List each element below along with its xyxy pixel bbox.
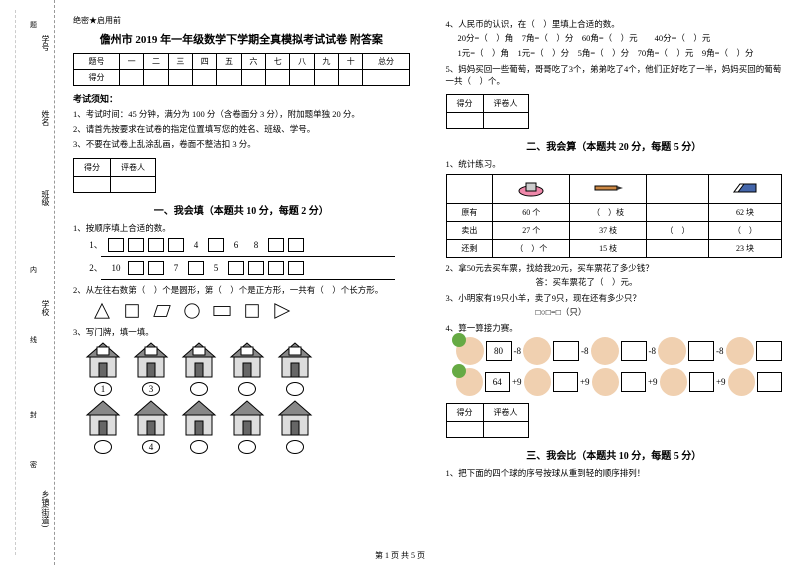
monkey-icon xyxy=(523,337,551,365)
monkey-icon xyxy=(658,337,686,365)
table-row: 还剩（ ）个15 枝23 块 xyxy=(446,239,782,257)
exam-title: 儋州市 2019 年一年级数学下学期全真模拟考试试卷 附答案 xyxy=(73,31,410,47)
monkey-icon xyxy=(728,368,755,396)
question-line: 20分=（ ）角 7角=（ ）分 60角=（ ）元 40分=（ ）元 xyxy=(458,33,783,45)
house-row xyxy=(83,341,410,379)
score-table: 题号一二三四五六七八九十总分 得分 xyxy=(73,53,410,86)
notice-item: 3、不要在试卷上乱涂乱画，卷面不整洁扣 3 分。 xyxy=(73,139,410,151)
binding-mark: 密 xyxy=(30,460,37,470)
triangle-icon xyxy=(273,302,291,320)
number-line: 1、 4 6 8 xyxy=(88,238,410,252)
house-icon xyxy=(83,399,123,437)
binding-mark: 内 xyxy=(30,265,37,275)
monkey-icon xyxy=(660,368,687,396)
question: 1、把下面的四个球的序号按球从重到轻的顺序排列！ xyxy=(446,467,783,479)
question: 4、人民币的认识，在（ ）里填上合适的数。 xyxy=(446,18,783,30)
left-column: 绝密★启用前 儋州市 2019 年一年级数学下学期全真模拟考试试卷 附答案 题号… xyxy=(55,0,428,545)
binding-mark: 封 xyxy=(30,410,37,420)
circle-icon xyxy=(183,302,201,320)
eraser-icon xyxy=(708,174,781,203)
scorer-box: 得分评卷人 xyxy=(446,403,529,438)
secrecy-mark: 绝密★启用前 xyxy=(73,15,410,26)
house-icon xyxy=(83,341,123,379)
house-icon xyxy=(227,341,267,379)
notice-item: 1、考试时间：45 分钟，满分为 100 分（含卷面分 3 分），附加题单独 2… xyxy=(73,109,410,121)
scorer-box: 得分评卷人 xyxy=(446,94,529,129)
binding-label: 学校 xyxy=(40,300,51,316)
number-line: 2、 10 7 5 xyxy=(88,261,410,275)
stats-table: 原有60 个（ ）枝62 块 卖出27 个37 枝（ ）（ ） 还剩（ ）个15… xyxy=(446,174,783,258)
table-row: 原有60 个（ ）枝62 块 xyxy=(446,203,782,221)
table-row: 卖出27 个37 枝（ ）（ ） xyxy=(446,221,782,239)
door-numbers: 4 xyxy=(83,440,410,454)
door-numbers: 13 xyxy=(83,382,410,396)
binding-label: 姓名 xyxy=(40,110,51,126)
question: 2、从左往右数第（ ）个是圆形，第（ ）个是正方形，一共有（ ）个长方形。 xyxy=(73,284,410,296)
question: 2、拿50元去买车票，找给我20元，买车票花了多少钱？ xyxy=(446,262,783,274)
pencil-icon xyxy=(570,174,647,203)
notice-title: 考试须知： xyxy=(73,92,410,105)
answer-line: 答：买车票花了（ ）元。 xyxy=(536,277,783,289)
rectangle-icon xyxy=(213,302,231,320)
binding-margin: 学号 姓名 班级 学校 乡镇(街道) 内 线 封 密 题 xyxy=(0,0,55,565)
question-line: 1元=（ ）角 1元=（ ）分 5角=（ ）分 70角=（ ）元 9角=（ ）分 xyxy=(458,48,783,60)
right-column: 4、人民币的认识，在（ ）里填上合适的数。 20分=（ ）角 7角=（ ）分 6… xyxy=(428,0,800,545)
section-title: 三、我会比（本题共 10 分，每题 5 分） xyxy=(446,447,783,462)
question: 1、按顺序填上合适的数。 xyxy=(73,222,410,234)
question: 3、写门牌，填一填。 xyxy=(73,326,410,338)
square-icon xyxy=(243,302,261,320)
calc-chain: 64 +9 +9 +9 +9 xyxy=(456,368,783,396)
square-icon xyxy=(123,302,141,320)
house-icon xyxy=(275,341,315,379)
calc-chain: 80 -8 -8 -8 -8 xyxy=(456,337,783,365)
binding-label: 乡镇(街道) xyxy=(40,490,51,527)
house-icon xyxy=(227,399,267,437)
rabbit-icon xyxy=(456,337,484,365)
question: 4、算一算接力赛。 xyxy=(446,322,783,334)
rabbit-icon xyxy=(456,368,483,396)
parallelogram-icon xyxy=(153,302,171,320)
triangle-icon xyxy=(93,302,111,320)
table-row: 题号一二三四五六七八九十总分 xyxy=(74,54,410,70)
section-title: 二、我会算（本题共 20 分，每题 5 分） xyxy=(446,138,783,153)
page-footer: 第 1 页 共 5 页 xyxy=(0,550,800,561)
question: 1、统计练习。 xyxy=(446,158,783,170)
monkey-icon xyxy=(524,368,551,396)
house-icon xyxy=(179,341,219,379)
table-row: 得分 xyxy=(74,70,410,86)
notice-item: 2、请首先按要求在试卷的指定位置填写您的姓名、班级、学号。 xyxy=(73,124,410,136)
monkey-icon xyxy=(592,368,619,396)
monkey-icon xyxy=(726,337,754,365)
binding-label: 班级 xyxy=(40,190,51,206)
house-icon xyxy=(275,399,315,437)
house-icon xyxy=(131,399,171,437)
shape-row xyxy=(93,302,410,320)
binding-label: 学号 xyxy=(40,35,51,51)
table-row xyxy=(446,174,782,203)
answer-line: □○□=□（只） xyxy=(536,307,783,319)
question: 3、小明家有19只小羊，卖了9只，现在还有多少只？ xyxy=(446,292,783,304)
house-row xyxy=(83,399,410,437)
house-icon xyxy=(131,341,171,379)
binding-mark: 题 xyxy=(30,20,37,30)
sharpener-icon xyxy=(493,174,570,203)
binding-mark: 线 xyxy=(30,335,37,345)
house-icon xyxy=(179,399,219,437)
monkey-icon xyxy=(591,337,619,365)
section-title: 一、我会填（本题共 10 分，每题 2 分） xyxy=(73,202,410,217)
scorer-box: 得分评卷人 xyxy=(73,158,156,193)
question: 5、妈妈买回一些葡萄，哥哥吃了3个，弟弟吃了4个，他们正好吃了一半，妈妈买回的葡… xyxy=(446,63,783,87)
